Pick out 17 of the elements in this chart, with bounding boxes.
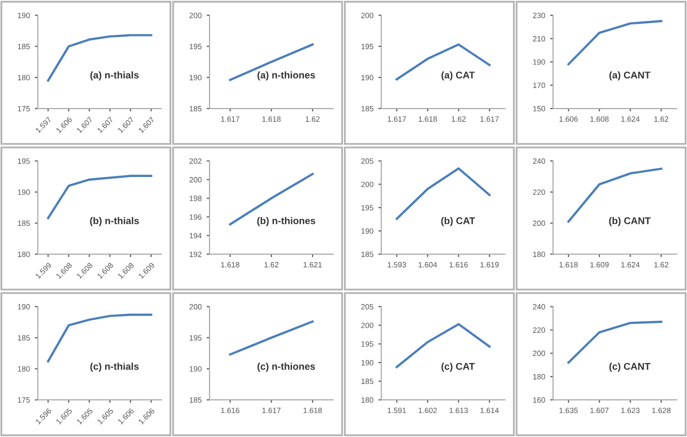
line-series [567,20,662,66]
annotation: (a) n-thials [90,71,139,80]
annotation: (b) CAT [441,217,476,226]
annotation: (b) n-thials [90,217,139,226]
annotation: (a) CANT [609,71,650,80]
annotation: (c) n-thials [90,362,139,372]
annotation: (a) CAT [442,71,475,80]
annotation: (b) n-thiones [257,217,316,226]
line-series [46,34,152,82]
line-series [396,43,491,80]
line-series [46,314,152,362]
annotation: (c) n-thiones [258,362,315,372]
annotation: (c) CAT [442,362,475,372]
annotation: (b) CANT [609,217,651,226]
annotation: (c) CANT [609,362,650,372]
annotation: (a) n-thiones [258,71,315,80]
line-series [567,320,662,364]
